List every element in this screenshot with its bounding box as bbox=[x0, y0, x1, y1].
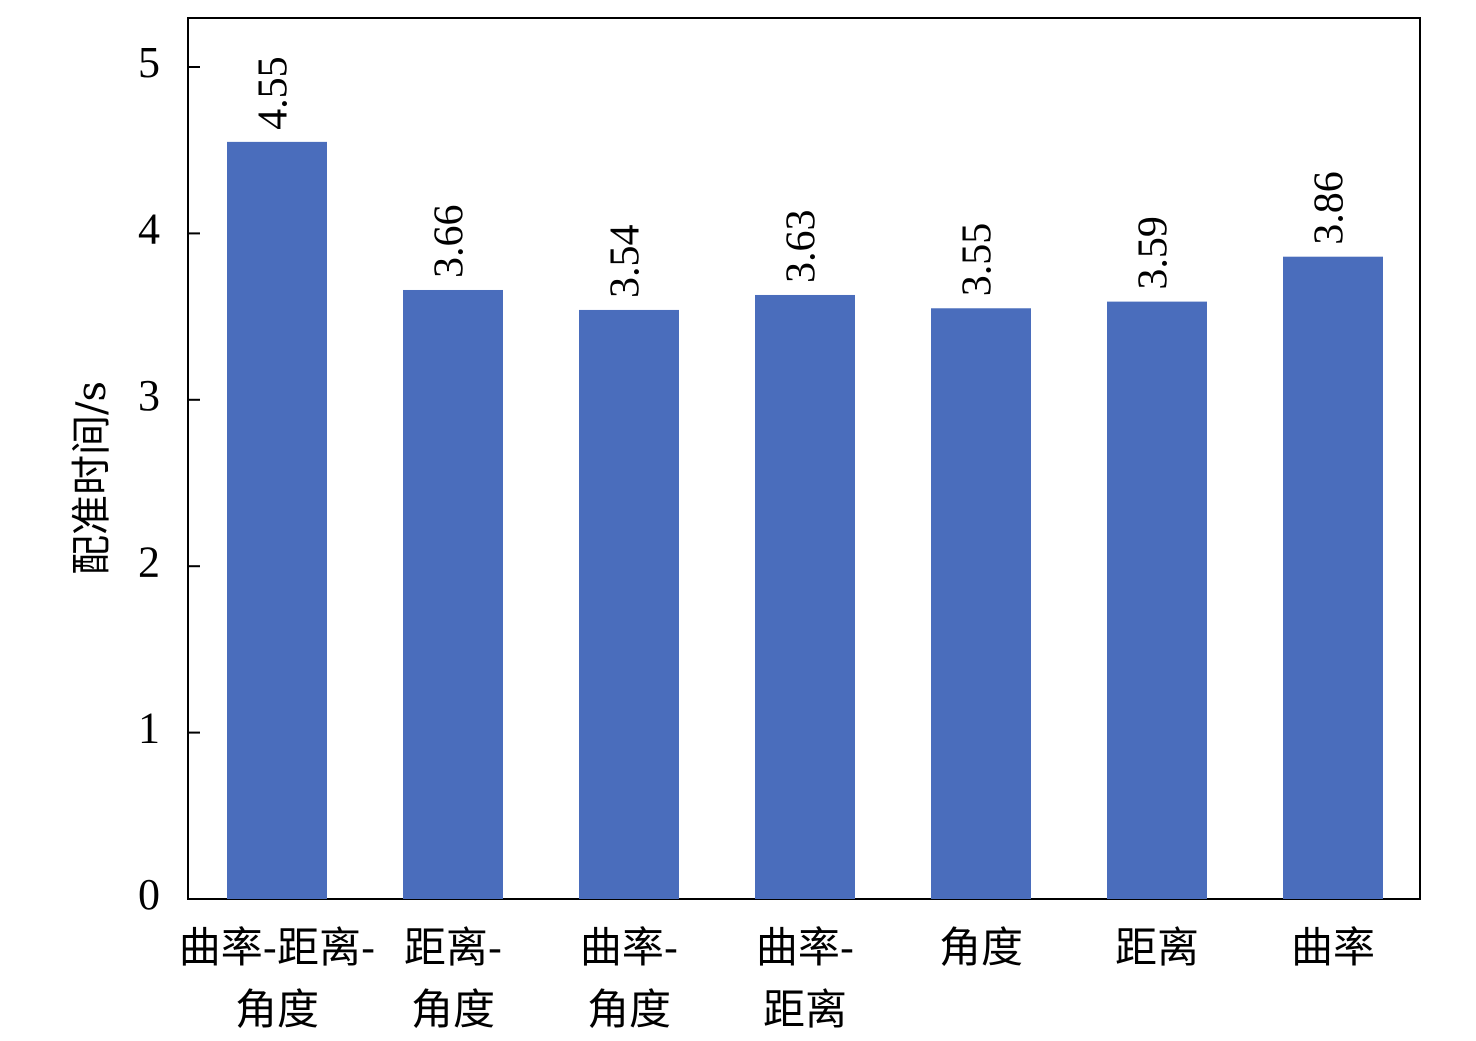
bar bbox=[1107, 301, 1207, 899]
y-axis-title: 配准时间/s bbox=[69, 381, 115, 575]
bar bbox=[227, 141, 327, 899]
y-tick-label: 1 bbox=[138, 704, 160, 753]
y-tick-label: 5 bbox=[138, 38, 160, 87]
bar bbox=[403, 289, 503, 899]
y-axis: 0 1 2 3 4 5 bbox=[138, 38, 200, 919]
value-label: 3.63 bbox=[779, 209, 825, 283]
category-label: 曲率- bbox=[580, 923, 678, 972]
category-label: 曲率-距离- bbox=[179, 923, 375, 972]
value-label: 4.55 bbox=[251, 56, 297, 130]
y-tick-label: 2 bbox=[138, 537, 160, 586]
y-tick-label: 4 bbox=[138, 204, 160, 253]
bars bbox=[227, 141, 1383, 900]
y-tick-label: 3 bbox=[138, 371, 160, 420]
category-label: 距离- bbox=[404, 923, 502, 972]
category-label: 距离 bbox=[1115, 923, 1199, 972]
category-label: 角度 bbox=[587, 985, 671, 1034]
value-label: 3.66 bbox=[427, 204, 473, 278]
bar bbox=[579, 309, 679, 900]
bar bbox=[755, 294, 855, 899]
category-label: 距离 bbox=[763, 985, 847, 1034]
category-label: 角度 bbox=[939, 923, 1023, 972]
value-label: 3.86 bbox=[1307, 171, 1353, 245]
value-label: 3.54 bbox=[603, 224, 649, 298]
bar bbox=[1283, 256, 1383, 899]
bar bbox=[931, 308, 1031, 899]
category-label: 角度 bbox=[411, 985, 495, 1034]
y-tick-label: 0 bbox=[138, 870, 160, 919]
value-label: 3.59 bbox=[1131, 216, 1177, 290]
value-labels: 4.55 3.66 3.54 3.63 3.55 3.59 3.86 bbox=[251, 56, 1353, 298]
value-label: 3.55 bbox=[955, 223, 1001, 297]
category-label: 曲率- bbox=[756, 923, 854, 972]
category-label: 角度 bbox=[235, 985, 319, 1034]
category-label: 曲率 bbox=[1291, 923, 1375, 972]
